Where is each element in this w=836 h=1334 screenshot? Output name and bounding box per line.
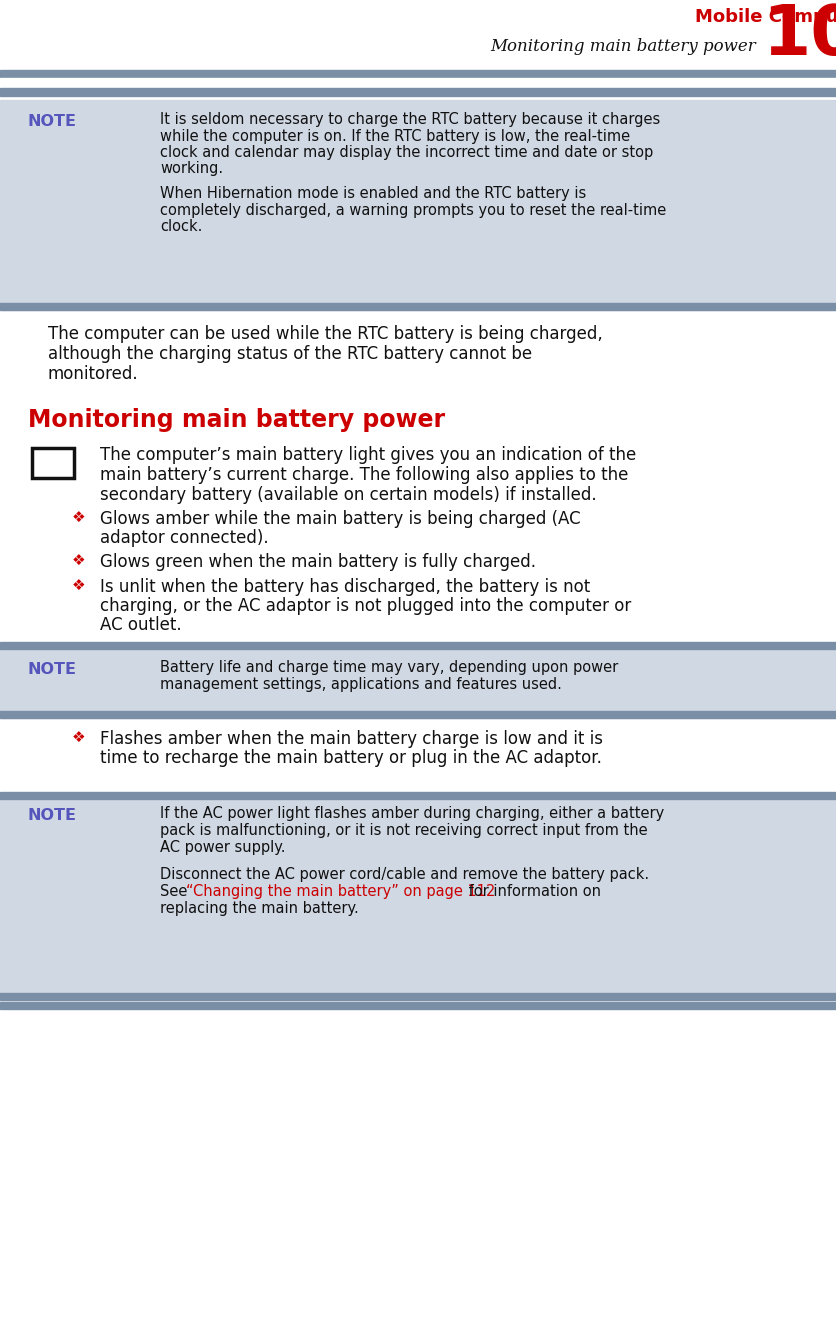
Text: Monitoring main battery power: Monitoring main battery power bbox=[28, 408, 445, 432]
Text: clock and calendar may display the incorrect time and date or stop: clock and calendar may display the incor… bbox=[160, 145, 652, 160]
Text: working.: working. bbox=[160, 161, 223, 176]
Bar bbox=[0, 711, 836, 718]
Text: ❖: ❖ bbox=[72, 554, 85, 568]
Text: NOTE: NOTE bbox=[28, 808, 77, 823]
Text: See: See bbox=[160, 884, 191, 899]
Bar bbox=[0, 100, 836, 309]
Bar bbox=[0, 642, 836, 650]
Text: NOTE: NOTE bbox=[28, 113, 77, 129]
Text: AC power supply.: AC power supply. bbox=[160, 840, 285, 855]
Text: ❖: ❖ bbox=[72, 510, 85, 526]
Bar bbox=[32, 448, 74, 478]
Text: Glows amber while the main battery is being charged (AC: Glows amber while the main battery is be… bbox=[99, 510, 580, 528]
Text: completely discharged, a warning prompts you to reset the real-time: completely discharged, a warning prompts… bbox=[160, 203, 665, 217]
Text: Disconnect the AC power cord/cable and remove the battery pack.: Disconnect the AC power cord/cable and r… bbox=[160, 867, 649, 882]
Bar bbox=[0, 799, 836, 1000]
Bar bbox=[0, 1002, 836, 1009]
Text: Battery life and charge time may vary, depending upon power: Battery life and charge time may vary, d… bbox=[160, 660, 618, 675]
Text: AC outlet.: AC outlet. bbox=[99, 616, 181, 634]
Text: The computer can be used while the RTC battery is being charged,: The computer can be used while the RTC b… bbox=[48, 325, 602, 343]
Text: ❖: ❖ bbox=[72, 730, 85, 744]
Bar bbox=[0, 303, 836, 309]
Text: clock.: clock. bbox=[160, 219, 202, 233]
Text: “Changing the main battery” on page 112: “Changing the main battery” on page 112 bbox=[186, 884, 495, 899]
Text: It is seldom necessary to charge the RTC battery because it charges: It is seldom necessary to charge the RTC… bbox=[160, 112, 660, 127]
Text: If the AC power light flashes amber during charging, either a battery: If the AC power light flashes amber duri… bbox=[160, 806, 664, 820]
Text: Monitoring main battery power: Monitoring main battery power bbox=[489, 37, 755, 55]
Bar bbox=[0, 992, 836, 1000]
Text: Glows green when the main battery is fully charged.: Glows green when the main battery is ful… bbox=[99, 554, 535, 571]
Text: When Hibernation mode is enabled and the RTC battery is: When Hibernation mode is enabled and the… bbox=[160, 185, 585, 201]
Bar bbox=[0, 792, 836, 799]
Text: time to recharge the main battery or plug in the AC adaptor.: time to recharge the main battery or plu… bbox=[99, 748, 601, 767]
Text: replacing the main battery.: replacing the main battery. bbox=[160, 900, 359, 916]
Text: adaptor connected).: adaptor connected). bbox=[99, 530, 268, 547]
Bar bbox=[0, 88, 836, 96]
Text: monitored.: monitored. bbox=[48, 366, 139, 383]
Text: ❖: ❖ bbox=[72, 578, 85, 594]
Text: 105: 105 bbox=[761, 1, 836, 69]
Text: charging, or the AC adaptor is not plugged into the computer or: charging, or the AC adaptor is not plugg… bbox=[99, 598, 630, 615]
Bar bbox=[0, 650, 836, 718]
Text: main battery’s current charge. The following also applies to the: main battery’s current charge. The follo… bbox=[99, 466, 628, 484]
Text: management settings, applications and features used.: management settings, applications and fe… bbox=[160, 676, 561, 692]
Bar bbox=[0, 77, 836, 88]
Text: secondary battery (available on certain models) if installed.: secondary battery (available on certain … bbox=[99, 486, 596, 504]
Text: NOTE: NOTE bbox=[28, 662, 77, 676]
Text: while the computer is on. If the RTC battery is low, the real-time: while the computer is on. If the RTC bat… bbox=[160, 128, 630, 144]
Bar bbox=[0, 0, 836, 85]
Text: pack is malfunctioning, or it is not receiving correct input from the: pack is malfunctioning, or it is not rec… bbox=[160, 823, 647, 838]
Text: Mobile Computing: Mobile Computing bbox=[694, 8, 836, 25]
Text: Flashes amber when the main battery charge is low and it is: Flashes amber when the main battery char… bbox=[99, 730, 602, 748]
Text: Is unlit when the battery has discharged, the battery is not: Is unlit when the battery has discharged… bbox=[99, 578, 589, 596]
Bar bbox=[0, 69, 836, 77]
Text: although the charging status of the RTC battery cannot be: although the charging status of the RTC … bbox=[48, 346, 532, 363]
Text: The computer’s main battery light gives you an indication of the: The computer’s main battery light gives … bbox=[99, 446, 635, 464]
Text: for information on: for information on bbox=[463, 884, 600, 899]
